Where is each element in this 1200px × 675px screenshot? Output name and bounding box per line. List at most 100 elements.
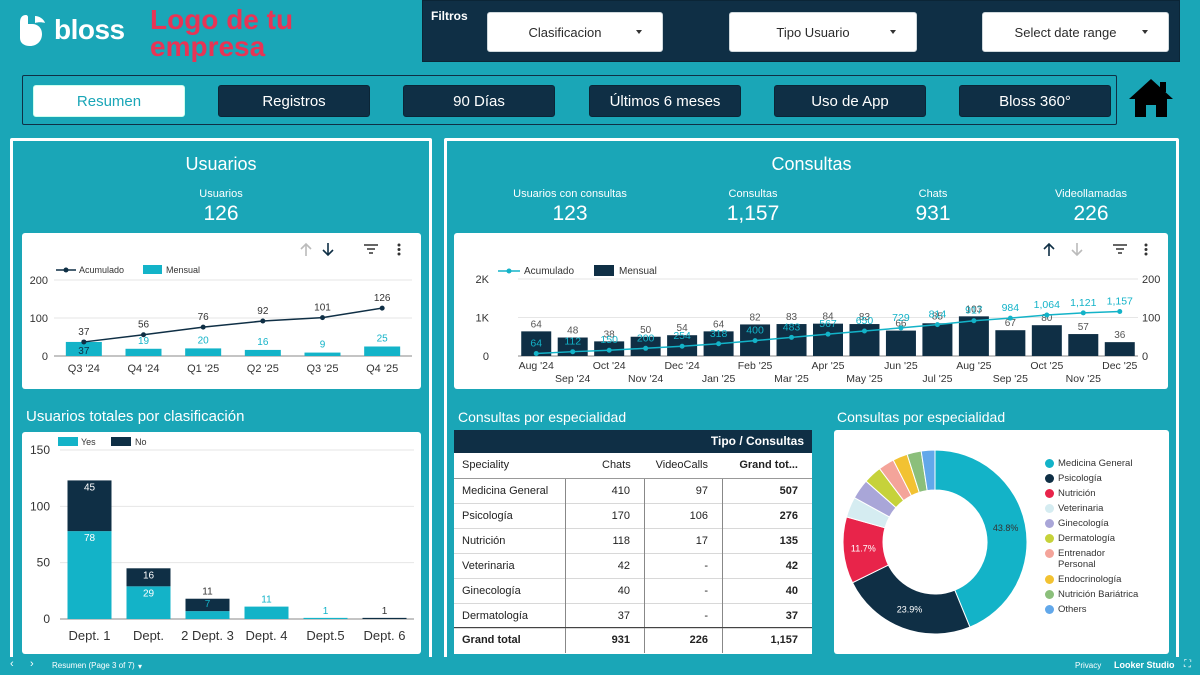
x-tick-label: Nov '24 [628, 373, 663, 385]
bar-mensual [1068, 334, 1099, 356]
tab-90-dias[interactable]: 90 Días [403, 85, 555, 117]
acumulado-point [789, 334, 795, 340]
chevron-down-icon [636, 30, 642, 34]
bar-data-label: 48 [567, 326, 579, 337]
x-tick-label: Dec '24 [664, 360, 699, 372]
line-data-label: 483 [783, 321, 801, 333]
col-speciality[interactable]: Speciality [462, 459, 510, 471]
x-tick-label: Nov '25 [1066, 373, 1101, 385]
chart-toolbar [1043, 242, 1148, 257]
bar-yes-label: 7 [205, 599, 211, 610]
privacy-link[interactable]: Privacy [1075, 661, 1102, 670]
clasificacion-filter-label: Clasificacion [528, 24, 602, 40]
line-data-label: 650 [856, 315, 874, 327]
legend-label: Veterinaria [1058, 503, 1104, 514]
tab-uso-de-app[interactable]: Uso de App [774, 85, 926, 117]
home-icon[interactable] [1126, 76, 1176, 120]
sort-descending-icon[interactable] [1071, 243, 1083, 257]
legend-item[interactable]: Ginecología [1045, 518, 1168, 529]
bar-data-label: 64 [713, 319, 725, 330]
bar-yes-label: 78 [84, 533, 96, 544]
filter-icon[interactable] [1113, 244, 1127, 254]
sort-ascending-icon[interactable] [1043, 242, 1055, 256]
cell-chats: 40 [617, 585, 630, 597]
legend-item[interactable]: Endocrinología [1045, 574, 1168, 585]
x-tick-label: Aug '25 [956, 360, 991, 372]
next-page-icon[interactable]: › [30, 658, 34, 670]
bar-data-label: 82 [749, 312, 761, 323]
pie-slice-label: 11.7% [851, 544, 876, 554]
x-tick-label: Jan '25 [702, 373, 736, 385]
fullscreen-icon[interactable]: ⛶ [1184, 659, 1191, 670]
filter-icon[interactable] [364, 244, 378, 254]
legend-item[interactable]: Nutrición Bariátrica [1045, 589, 1168, 600]
bar-no [126, 568, 171, 587]
bar-no [67, 480, 112, 532]
sort-descending-icon[interactable] [322, 243, 334, 257]
col-grand-total[interactable]: Grand tot... [739, 459, 798, 471]
total-divider [454, 627, 812, 628]
especialidad-pie-title: Consultas por especialidad [837, 409, 1006, 425]
especialidad-pie-chart: 43.8% 23.9% 11.7% [842, 449, 1028, 635]
acumulado-point [260, 318, 266, 324]
legend-item[interactable]: Others [1045, 604, 1168, 615]
legend-item[interactable]: Psicología [1045, 473, 1168, 484]
page-nav: Resumen Registros 90 Días Últimos 6 mese… [22, 75, 1117, 125]
y-left-tick-label: 0 [483, 351, 489, 363]
bar-data-label: 16 [257, 337, 269, 348]
tab-registros[interactable]: Registros [218, 85, 370, 117]
line-data-label: 1,121 [1070, 297, 1096, 309]
legend-item[interactable]: Nutrición [1045, 488, 1168, 499]
total-grand: 1,157 [770, 634, 798, 646]
page-selector[interactable]: Resumen (Page 3 of 7) [52, 661, 135, 670]
x-tick-label: Oct '25 [1030, 360, 1063, 372]
cell-grand-total: 37 [785, 610, 798, 622]
prev-page-icon[interactable]: ‹ [10, 658, 14, 670]
col-videocalls[interactable]: VideoCalls [655, 459, 708, 471]
legend-label: Others [1058, 604, 1087, 615]
tab-resumen[interactable]: Resumen [33, 85, 185, 117]
bar-no-label: 16 [143, 570, 155, 581]
date-range-filter[interactable]: Select date range [982, 12, 1169, 52]
legend-item[interactable]: Veterinaria [1045, 503, 1168, 514]
tipo-usuario-filter[interactable]: Tipo Usuario [729, 12, 917, 52]
more-options-icon[interactable] [397, 243, 401, 256]
chevron-down-icon[interactable]: ▾ [138, 662, 143, 671]
kpi-chats-label: Chats [918, 188, 948, 200]
acumulado-point [1117, 308, 1123, 314]
bar-data-label: 38 [604, 329, 616, 340]
legend-mensual-label: Mensual [619, 266, 657, 277]
bar-data-label: 103 [966, 304, 983, 315]
legend-item[interactable]: Entrenador Personal [1045, 548, 1168, 570]
y-tick-label: 0 [43, 612, 50, 626]
table-group-header: Tipo / Consultas [454, 430, 812, 453]
line-data-label: 37 [78, 327, 90, 338]
bar-data-label: 36 [1114, 330, 1126, 341]
acumulado-point [716, 341, 722, 347]
bar-no-label: 45 [84, 482, 96, 493]
tab-ultimos-6-meses[interactable]: Últimos 6 meses [589, 85, 741, 117]
sort-ascending-icon[interactable] [300, 242, 312, 256]
y-left-tick-label: 2K [476, 274, 490, 286]
x-tick-label: Dec '25 [1102, 360, 1137, 372]
col-chats[interactable]: Chats [602, 459, 631, 471]
report-footer: ‹ › Resumen (Page 3 of 7) ▾ Privacy Look… [0, 657, 1200, 675]
bloss-logo-icon [20, 15, 45, 46]
bar-mensual [65, 341, 102, 356]
tab-bloss-360[interactable]: Bloss 360° [959, 85, 1111, 117]
table-row: Ginecología 40 - 40 [454, 579, 812, 604]
legend-acumulado-label: Acumulado [79, 265, 124, 275]
bar-mensual [364, 346, 401, 356]
acumulado-point [1044, 312, 1050, 318]
table-row: Veterinaria 42 - 42 [454, 554, 812, 579]
legend-item[interactable]: Dermatología [1045, 533, 1168, 544]
more-options-icon[interactable] [1144, 243, 1148, 256]
table-header-row: Speciality Chats VideoCalls Grand tot... [454, 453, 812, 479]
legend-item[interactable]: Medicina General [1045, 458, 1168, 469]
total-videocalls: 226 [689, 634, 708, 646]
bar-yes [303, 617, 348, 619]
clasificacion-filter[interactable]: Clasificacion [487, 12, 663, 52]
chart-toolbar [300, 242, 401, 257]
legend-color-dot [1045, 474, 1054, 483]
